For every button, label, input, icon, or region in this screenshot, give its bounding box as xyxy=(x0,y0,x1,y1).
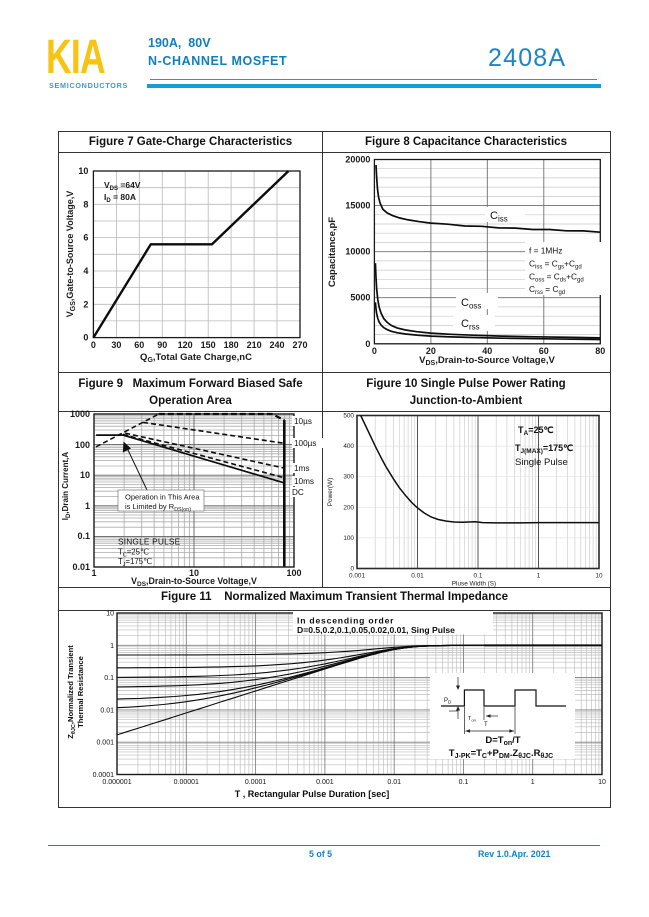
svg-text:0.001: 0.001 xyxy=(96,740,114,747)
svg-text:40: 40 xyxy=(482,346,492,356)
svg-text:6: 6 xyxy=(83,233,88,243)
svg-text:20: 20 xyxy=(426,346,436,356)
svg-text:1ms: 1ms xyxy=(294,464,309,473)
svg-text:VGS,Gate-to-Source Voltage,V: VGS,Gate-to-Source Voltage,V xyxy=(65,191,77,318)
svg-text:0: 0 xyxy=(91,340,96,350)
svg-text:VDS =64V: VDS =64V xyxy=(104,180,141,192)
svg-text:0: 0 xyxy=(350,566,354,573)
svg-text:90: 90 xyxy=(157,340,167,350)
svg-text:0.0001: 0.0001 xyxy=(245,779,267,786)
svg-text:1: 1 xyxy=(91,568,96,578)
svg-text:30: 30 xyxy=(111,340,121,350)
svg-text:Single Pulse: Single Pulse xyxy=(515,457,568,468)
svg-text:PD: PD xyxy=(444,698,452,705)
svg-text:Pluse Width (S): Pluse Width (S) xyxy=(452,581,496,588)
svg-text:D=Ton/T: D=Ton/T xyxy=(485,735,520,747)
svg-text:500: 500 xyxy=(343,413,354,420)
svg-text:20000: 20000 xyxy=(345,155,370,165)
svg-text:10000: 10000 xyxy=(345,247,370,257)
svg-text:400: 400 xyxy=(343,443,354,450)
svg-text:4: 4 xyxy=(83,266,88,276)
svg-text:0: 0 xyxy=(365,339,370,349)
svg-text:240: 240 xyxy=(269,340,284,350)
svg-text:100µs: 100µs xyxy=(294,439,316,448)
svg-text:10µs: 10µs xyxy=(294,417,312,426)
svg-text:TJ-PK=TC+PDM.ZθJC.RθJC: TJ-PK=TC+PDM.ZθJC.RθJC xyxy=(449,748,553,760)
svg-text:TJ=175℃: TJ=175℃ xyxy=(118,557,152,568)
svg-text:0.000001: 0.000001 xyxy=(102,779,131,786)
svg-text:15000: 15000 xyxy=(345,201,370,211)
svg-text:DC: DC xyxy=(292,488,304,497)
svg-text:10: 10 xyxy=(595,573,603,580)
svg-text:300: 300 xyxy=(343,474,354,481)
svg-text:Thermal Resistance: Thermal Resistance xyxy=(76,656,85,728)
svg-text:0.01: 0.01 xyxy=(387,779,401,786)
svg-text:5000: 5000 xyxy=(350,293,370,303)
svg-text:0.1: 0.1 xyxy=(77,531,90,541)
svg-text:1: 1 xyxy=(531,779,535,786)
svg-text:In descending order: In descending order xyxy=(297,616,394,626)
svg-text:0: 0 xyxy=(83,333,88,343)
svg-text:Capacitance,pF: Capacitance,pF xyxy=(327,217,338,287)
svg-text:T , Rectangular Pulse Duration: T , Rectangular Pulse Duration [sec] xyxy=(235,789,390,799)
svg-text:0.001: 0.001 xyxy=(349,573,365,580)
svg-text:0.0001: 0.0001 xyxy=(93,772,115,779)
svg-text:200: 200 xyxy=(343,504,354,511)
svg-text:10: 10 xyxy=(106,611,114,618)
svg-text:0.001: 0.001 xyxy=(316,779,334,786)
svg-text:10ms: 10ms xyxy=(294,477,314,486)
svg-text:f = 1MHz: f = 1MHz xyxy=(529,246,562,256)
svg-text:120: 120 xyxy=(178,340,193,350)
svg-text:Ciss = Cgs+Cgd: Ciss = Cgs+Cgd xyxy=(529,259,582,271)
svg-text:100: 100 xyxy=(75,440,90,450)
svg-text:0: 0 xyxy=(372,346,377,356)
svg-text:1: 1 xyxy=(110,643,114,650)
svg-text:0.01: 0.01 xyxy=(100,707,114,714)
svg-text:10: 10 xyxy=(189,568,199,578)
svg-text:0.1: 0.1 xyxy=(474,573,483,580)
svg-text:QG,Total Gate Charge,nC: QG,Total Gate Charge,nC xyxy=(140,352,252,364)
svg-text:D=0.5,0.2,0.1,0.05,0.02,0.01,: D=0.5,0.2,0.1,0.05,0.02,0.01, Sing Pulse xyxy=(297,625,455,635)
svg-text:is Limited by RDS(on): is Limited by RDS(on) xyxy=(125,502,191,513)
svg-text:1000: 1000 xyxy=(70,409,90,419)
svg-text:SINGLE PULSE: SINGLE PULSE xyxy=(118,537,181,547)
svg-text:270: 270 xyxy=(292,340,307,350)
svg-text:10: 10 xyxy=(78,166,88,176)
svg-text:100: 100 xyxy=(343,535,354,542)
svg-text:150: 150 xyxy=(201,340,216,350)
svg-text:ID,Drain Current,A: ID,Drain Current,A xyxy=(61,452,72,521)
svg-text:210: 210 xyxy=(247,340,262,350)
svg-text:2: 2 xyxy=(83,299,88,309)
svg-text:TC=25℃: TC=25℃ xyxy=(118,548,149,559)
svg-text:1: 1 xyxy=(85,501,90,511)
svg-text:60: 60 xyxy=(134,340,144,350)
svg-text:Operation in This Area: Operation in This Area xyxy=(125,493,200,502)
svg-text:0.01: 0.01 xyxy=(72,562,90,572)
svg-text:ZθJC,Normalized Transient: ZθJC,Normalized Transient xyxy=(66,645,77,739)
svg-text:VDS,Drain-to-Source Voltage,V: VDS,Drain-to-Source Voltage,V xyxy=(419,355,555,367)
svg-text:180: 180 xyxy=(224,340,239,350)
svg-text:ID = 80A: ID = 80A xyxy=(104,192,136,204)
svg-text:1: 1 xyxy=(537,573,541,580)
svg-text:60: 60 xyxy=(539,346,549,356)
svg-text:0.00001: 0.00001 xyxy=(174,779,199,786)
svg-text:VDS,Drain-to-Source Voltage,V: VDS,Drain-to-Source Voltage,V xyxy=(131,576,257,588)
svg-text:T: T xyxy=(484,722,488,728)
svg-text:80: 80 xyxy=(595,346,605,356)
svg-text:0.01: 0.01 xyxy=(411,573,424,580)
svg-text:10: 10 xyxy=(80,470,90,480)
svg-text:8: 8 xyxy=(83,199,88,209)
svg-text:Ton: Ton xyxy=(468,716,476,722)
svg-text:TJ(MAX)=175℃: TJ(MAX)=175℃ xyxy=(515,443,573,455)
svg-text:10: 10 xyxy=(598,779,606,786)
svg-text:Power(W): Power(W) xyxy=(327,478,334,506)
svg-text:0.1: 0.1 xyxy=(459,779,469,786)
svg-text:0.1: 0.1 xyxy=(104,675,114,682)
svg-text:100: 100 xyxy=(286,568,301,578)
